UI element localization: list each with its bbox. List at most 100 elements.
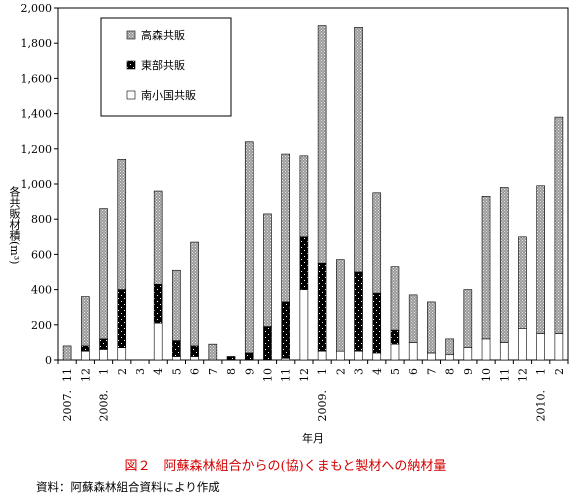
bar-segment-minamioguni — [336, 350, 345, 361]
bar-segment-takamori — [408, 294, 418, 343]
bar-segment-takamori — [153, 190, 163, 285]
bar-segment-takamori — [390, 266, 400, 331]
legend-label: 高森共販 — [141, 28, 185, 42]
x-year-label: 2008. — [98, 390, 111, 422]
bar-segment-takamori — [354, 27, 363, 273]
x-year-label: 2007. — [61, 390, 74, 422]
y-tick-label: 1,000 — [21, 178, 53, 191]
x-tick-label: 3 — [353, 368, 366, 375]
bar-segment-minamioguni — [354, 350, 363, 361]
y-tick-label: 1,400 — [21, 108, 53, 121]
x-tick-label: 1 — [316, 368, 329, 375]
bar-segment-minamioguni — [153, 322, 163, 361]
bar-segment-takamori — [244, 141, 254, 354]
legend-swatch — [126, 90, 136, 100]
bar-segment-minamioguni — [463, 347, 473, 361]
bar-segment-takamori — [299, 155, 309, 238]
x-tick-label: 8 — [444, 368, 457, 375]
bar-segment-minamioguni — [390, 343, 400, 361]
bar-segment-takamori — [336, 259, 345, 352]
bar-segment-toubu — [172, 340, 181, 357]
bar-segment-toubu — [99, 338, 108, 350]
x-tick-label: 1 — [98, 368, 111, 375]
x-tick-label: 10 — [480, 368, 493, 382]
x-tick-label: 12 — [516, 368, 529, 382]
figure-caption: 図２ 阿蘇森林組合からの(協)くまもと製材への納材量 — [124, 459, 447, 474]
x-tick-label: 2 — [116, 368, 129, 375]
legend-swatch — [126, 60, 136, 70]
bar-segment-minamioguni — [408, 342, 418, 361]
bar-segment-toubu — [153, 284, 163, 324]
bar-segment-minamioguni — [99, 349, 108, 361]
x-tick-label: 7 — [425, 368, 438, 375]
bar-segment-toubu — [190, 345, 199, 357]
bar-segment-toubu — [317, 262, 327, 352]
bar-segment-toubu — [226, 356, 236, 361]
x-tick-label: 5 — [170, 368, 183, 375]
bar-segment-toubu — [299, 236, 309, 290]
y-tick-label: 2,000 — [21, 2, 53, 15]
legend-box — [100, 17, 232, 117]
x-year-label: 2010. — [535, 390, 548, 422]
bar-segment-minamioguni — [445, 354, 454, 361]
legend-swatch — [126, 30, 136, 40]
y-tick-label: 1,800 — [21, 37, 53, 50]
bar-segment-takamori — [62, 345, 72, 361]
bar-segment-toubu — [354, 271, 363, 352]
bar-segment-minamioguni — [481, 338, 491, 361]
x-tick-label: 11 — [498, 368, 511, 382]
x-tick-label: 9 — [462, 368, 475, 375]
bar-segment-takamori — [81, 296, 90, 347]
y-axis-label: 各共販材積(m³) — [8, 185, 21, 265]
x-tick-label: 12 — [79, 368, 92, 382]
bar-segment-toubu — [117, 289, 127, 348]
y-tick-label: 800 — [31, 213, 52, 226]
x-tick-label: 4 — [152, 368, 165, 375]
bar-segment-minamioguni — [518, 328, 527, 361]
bar-segment-toubu — [390, 329, 400, 345]
x-tick-label: 11 — [61, 368, 74, 382]
bar-segment-minamioguni — [536, 333, 545, 361]
bar-segment-takamori — [117, 159, 127, 290]
bar-segment-minamioguni — [299, 289, 309, 361]
legend-label: 南小国共販 — [141, 89, 196, 102]
bar-segment-takamori — [463, 289, 473, 348]
y-tick-label: 1,600 — [21, 72, 53, 85]
x-axis-label: 年月 — [302, 431, 324, 445]
bar-segment-minamioguni — [117, 347, 127, 361]
bar-segment-toubu — [263, 326, 272, 361]
bar-segment-minamioguni — [190, 356, 199, 361]
y-tick-label: 400 — [31, 284, 52, 297]
bar-segment-minamioguni — [499, 342, 509, 361]
source-note: 資料：阿蘇森林組合資料により作成 — [36, 480, 220, 494]
x-tick-label: 8 — [225, 368, 238, 375]
x-tick-label: 11 — [280, 368, 293, 382]
x-year-label: 2009. — [316, 390, 329, 422]
x-tick-label: 1 — [535, 368, 548, 375]
bar-segment-minamioguni — [172, 356, 181, 361]
x-tick-label: 10 — [261, 368, 274, 382]
bar-segment-takamori — [263, 213, 272, 327]
x-tick-label: 5 — [389, 368, 402, 375]
bar-segment-takamori — [481, 196, 491, 340]
bar-segment-takamori — [99, 208, 108, 340]
bar-segment-takamori — [536, 185, 545, 334]
y-tick-label: 200 — [31, 319, 52, 332]
x-tick-label: 6 — [189, 368, 202, 375]
legend-label: 東部共販 — [141, 58, 185, 72]
bar-segment-toubu — [372, 292, 382, 354]
x-tick-label: 12 — [298, 368, 311, 382]
bar-segment-takamori — [427, 301, 436, 354]
bar-segment-minamioguni — [81, 350, 90, 361]
bar-segment-toubu — [244, 352, 254, 361]
bar-segment-takamori — [317, 25, 327, 264]
bar-segment-minamioguni — [427, 352, 436, 361]
bar-segment-takamori — [208, 343, 218, 361]
bar-segment-takamori — [554, 116, 564, 334]
bar-segment-toubu — [281, 301, 290, 359]
x-tick-label: 9 — [243, 368, 256, 375]
x-tick-label: 3 — [134, 368, 147, 375]
bar-segment-takamori — [372, 192, 382, 294]
x-tick-label: 4 — [371, 368, 384, 375]
bar-segment-toubu — [81, 345, 90, 352]
